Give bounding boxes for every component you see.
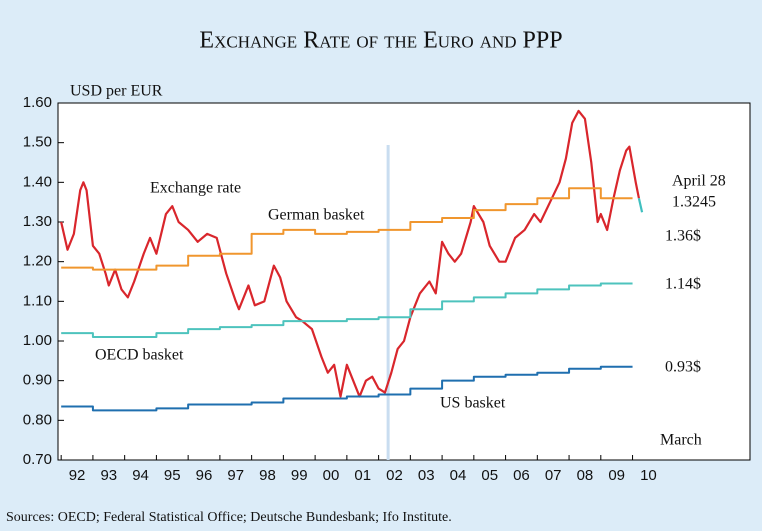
y-tick-label: 1.20 — [23, 253, 52, 270]
annotation: 1.36$ — [665, 228, 701, 245]
y-tick-label: 0.90 — [23, 372, 52, 389]
y-tick-label: 1.00 — [23, 332, 52, 349]
annotation: 0.93$ — [665, 359, 701, 376]
y-tick-label: 1.10 — [23, 292, 52, 309]
series-line — [60, 109, 640, 398]
x-tick-label: 07 — [545, 467, 562, 484]
x-tick-label: 00 — [323, 467, 340, 484]
x-tick-label: 05 — [481, 467, 498, 484]
x-tick-label: 98 — [259, 467, 276, 484]
x-tick-label: 10 — [640, 467, 657, 484]
x-tick-label: 09 — [608, 467, 625, 484]
y-tick-label: 0.70 — [23, 451, 52, 468]
series-line — [61, 187, 633, 271]
series-line — [637, 197, 644, 213]
y-tick-label: 1.50 — [23, 134, 52, 151]
series-label: Exchange rate — [150, 180, 241, 197]
x-tick-label: 93 — [100, 467, 117, 484]
chart-title: Exchange Rate of the Euro and PPP — [199, 28, 562, 54]
series-label: German basket — [268, 207, 365, 224]
x-tick-label: 06 — [513, 467, 530, 484]
y-tick-label: 1.30 — [23, 213, 52, 230]
x-tick-label: 97 — [227, 467, 244, 484]
annotation: April 28 — [672, 173, 726, 190]
plot-area — [57, 102, 751, 461]
x-tick-label: 02 — [386, 467, 403, 484]
x-tick-label: 92 — [69, 467, 86, 484]
series-label: US basket — [440, 395, 506, 412]
x-tick-label: 94 — [132, 467, 149, 484]
x-tick-label: 08 — [577, 467, 594, 484]
y-tick-label: 0.80 — [23, 411, 52, 428]
annotation: 1.14$ — [665, 276, 701, 293]
x-tick-label: 03 — [418, 467, 435, 484]
x-tick-label: 95 — [164, 467, 181, 484]
y-tick-label: 1.40 — [23, 173, 52, 190]
x-tick-label: 04 — [450, 467, 467, 484]
annotation: March — [660, 432, 702, 449]
y-tick-label: 1.60 — [23, 94, 52, 111]
annotation: 1.3245 — [672, 194, 716, 211]
x-tick-label: 01 — [354, 467, 371, 484]
y-axis-label: USD per EUR — [70, 83, 163, 100]
x-tick-label: 96 — [196, 467, 213, 484]
x-tick-label: 99 — [291, 467, 308, 484]
series-line — [61, 282, 633, 339]
series-label: OECD basket — [95, 347, 184, 364]
series-line — [61, 365, 633, 412]
source: Sources: OECD; Federal Statistical Offic… — [6, 510, 452, 525]
